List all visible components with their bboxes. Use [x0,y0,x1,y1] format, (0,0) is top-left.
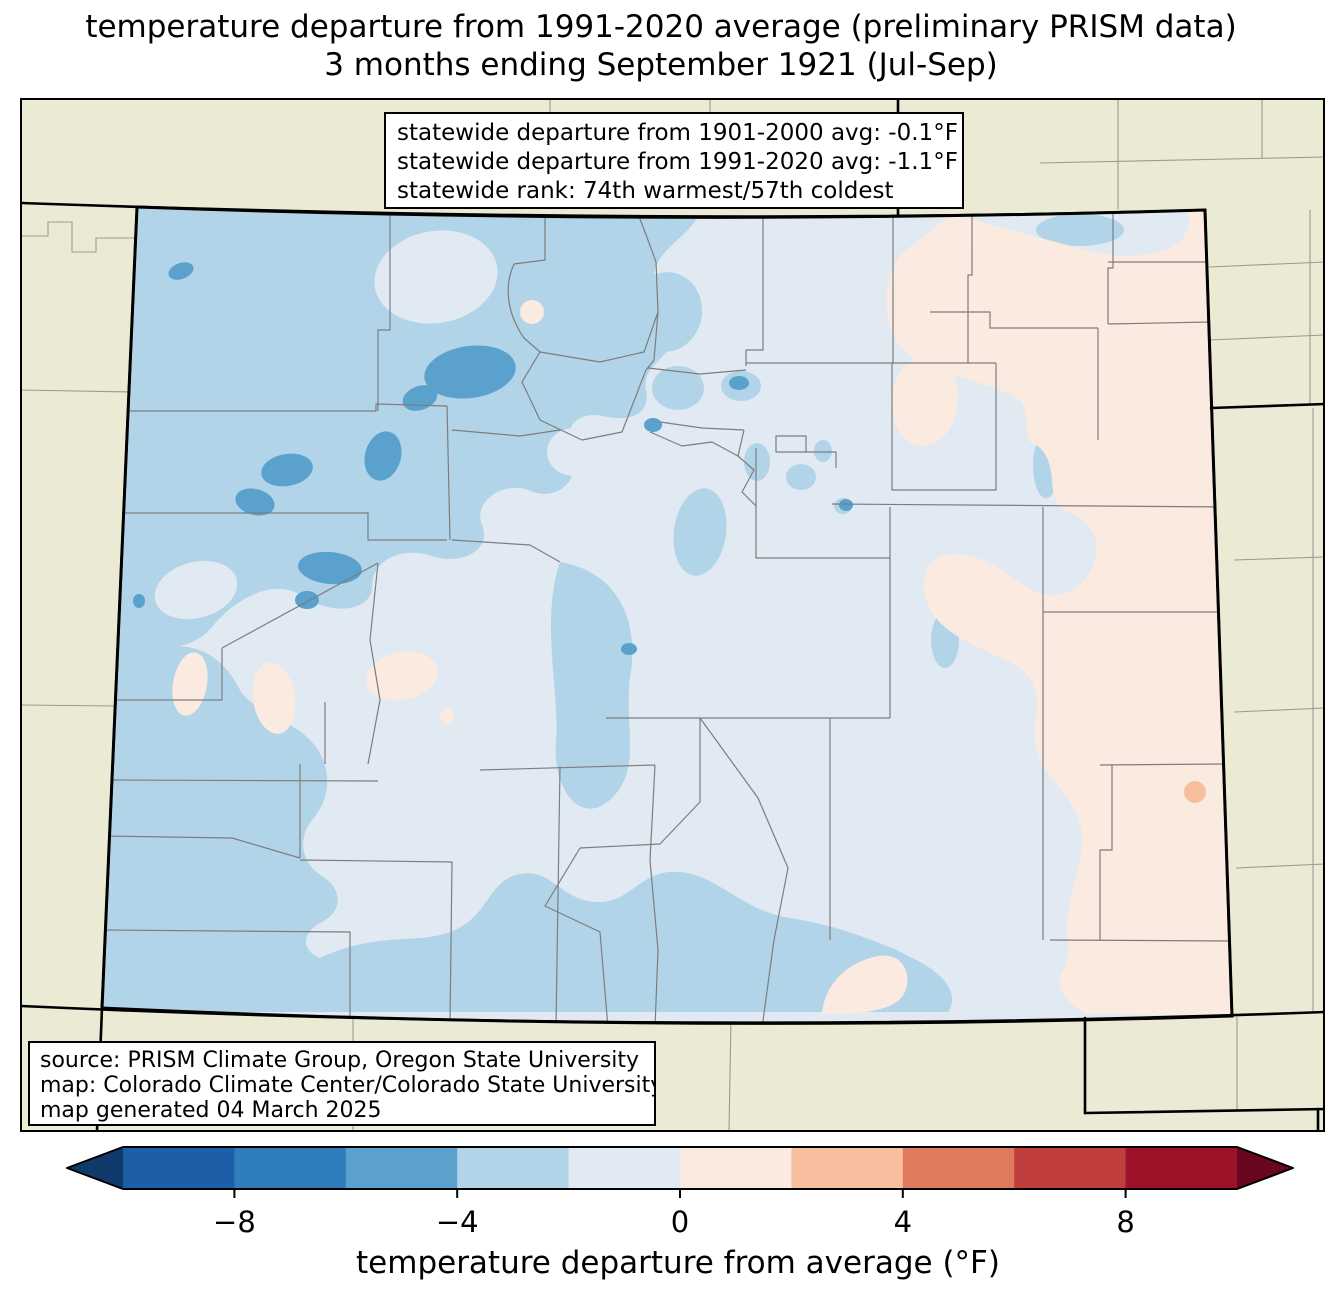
colorbar-arrow-left [67,1147,123,1189]
colorbar-tick-label: 4 [894,1205,912,1239]
map-title: temperature departure from 1991-2020 ave… [0,8,1322,84]
colorbar-segment [902,1147,1015,1189]
colorbar-segment [680,1147,792,1189]
anomaly-region-minus4-minus2 [102,207,1124,1012]
colorado-state-outline [100,205,1234,1025]
title-line-1: temperature departure from 1991-2020 ave… [85,9,1237,45]
anomaly-region-0-plus2 [172,210,1232,1016]
source-line-2: map: Colorado Climate Center/Colorado St… [40,1073,656,1098]
anomaly-region-minus6-minus4 [133,262,853,655]
colorbar-segment [1125,1147,1238,1189]
colorbar-outline [66,1146,1294,1190]
colorbar-segment [123,1147,235,1189]
statewide-stats-box: statewide departure from 1901-2000 avg: … [384,112,964,209]
colorbar-segment [1014,1147,1127,1189]
colorado-temperature-map [20,98,1325,1132]
stats-line-2: statewide departure from 1991-2020 avg: … [397,149,958,175]
colorbar-segment [234,1147,347,1189]
temperature-colorbar: −8 −4 0 4 8 temperature departure from averag… [66,1146,1294,1281]
colorbar-segment [568,1147,681,1189]
title-line-2: 3 months ending September 1921 (Jul-Sep) [324,47,998,83]
colorbar-segment [457,1147,570,1189]
stats-line-1: statewide departure from 1901-2000 avg: … [397,120,958,146]
colorbar-tick-label: −4 [436,1205,479,1239]
colorbar-segment [345,1147,458,1189]
colorbar-tick-label: −8 [213,1205,256,1239]
neighbor-county-lines [20,99,1325,1132]
colorbar-axis-label: temperature departure from average (°F) [356,1245,1000,1281]
colorbar-arrow-right [1237,1147,1293,1189]
anomaly-holes-minus2-0 [154,230,601,620]
source-line-1: source: PRISM Climate Group, Oregon Stat… [40,1048,640,1073]
map-frame [20,98,1325,1132]
source-credit-box: source: PRISM Climate Group, Oregon Stat… [28,1041,656,1126]
colorbar-tick-label: 8 [1116,1205,1134,1239]
stats-line-3: statewide rank: 74th warmest/57th coldes… [397,178,894,204]
anomaly-spot-plus2-plus4 [1184,781,1206,803]
colorbar-segment [791,1147,904,1189]
colorbar-tick-label: 0 [671,1205,689,1239]
source-line-3: map generated 04 March 2025 [40,1098,382,1123]
colorado-county-lines [102,213,1231,1024]
